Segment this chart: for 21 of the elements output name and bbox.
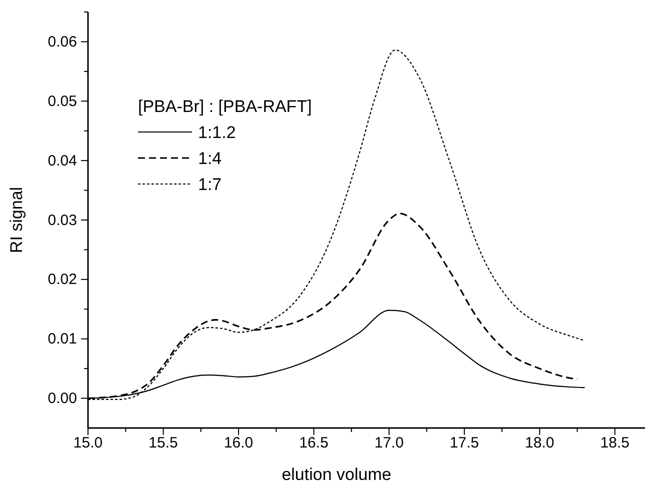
y-tick-label: 0.01 [48, 330, 77, 348]
y-tick-label: 0.04 [48, 152, 77, 170]
y-tick-label: 0.02 [48, 271, 77, 288]
x-tick-label: 17.0 [374, 434, 404, 452]
legend-label: 1:4 [198, 149, 222, 168]
legend-label: 1:1.2 [198, 123, 236, 142]
x-tick-label: 17.5 [450, 434, 479, 452]
y-tick-label: 0.05 [48, 92, 77, 110]
x-tick-label: 15.5 [148, 434, 178, 452]
legend-title: [PBA-Br] : [PBA-RAFT] [138, 97, 312, 116]
x-tick-label: 16.5 [299, 434, 328, 452]
legend-label: 1:7 [198, 175, 222, 194]
x-tick-label: 18.0 [525, 434, 554, 452]
y-axis-title: RI signal [7, 186, 26, 254]
x-axis-title: elution volume [282, 465, 392, 484]
y-tick-label: 0.03 [48, 212, 77, 229]
y-tick-label: 0.06 [48, 34, 77, 51]
x-tick-label: 15.0 [73, 434, 103, 452]
y-tick-label: 0.00 [48, 390, 77, 408]
x-tick-label: 18.5 [600, 434, 630, 452]
x-tick-label: 16.0 [224, 434, 254, 452]
